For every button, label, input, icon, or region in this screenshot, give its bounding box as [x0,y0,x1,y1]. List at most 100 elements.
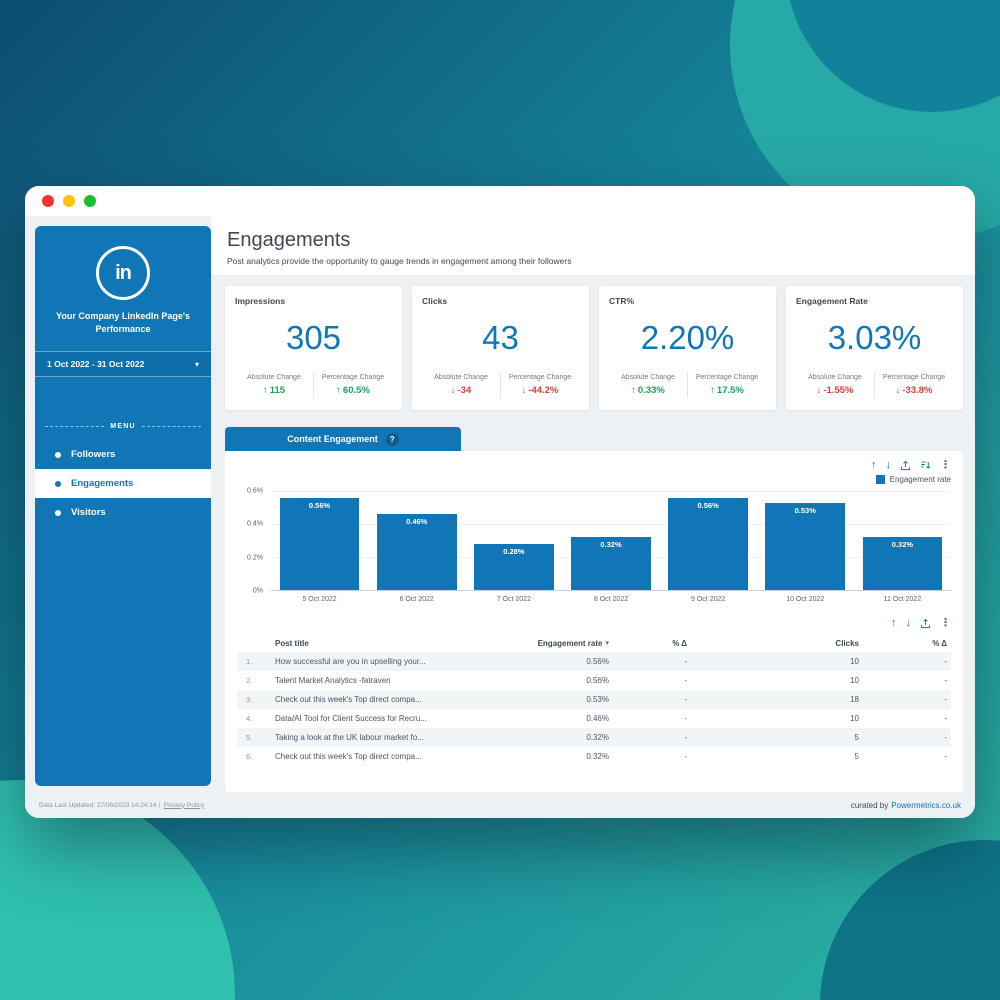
kpi-changes: Absolute Change ↑ 0.33% Percentage Change ↑ 1… [609,372,766,398]
column-header-label: % Δ [672,638,687,648]
cell-rate: 0.56% [586,676,609,685]
y-axis-tick-label: 0.4% [247,520,263,528]
sidebar-item-followers[interactable]: Followers [35,440,211,469]
sidebar-item-label: Engagements [71,478,134,490]
absolute-change: Absolute Change ↑ 0.33% [609,374,687,396]
bar-value-label: 0.56% [697,500,719,510]
legend-label: Engagement rate [889,475,951,484]
menu-section-label: MENU [110,423,136,431]
arrow-down-icon: ↓ [450,385,456,396]
bar-slot: 0.56% [271,491,368,590]
cell-rate_delta: - [684,752,687,761]
kpi-card-ctr: CTR% 2.20% Absolute Change ↑ 0.33% Percentage… [599,286,776,410]
table-row: 1. How successful are you in upselling yo… [237,652,951,671]
chart-toolbar: ↑ ↓ ⋮ [237,460,951,471]
arrow-down-icon: ↓ [521,385,527,396]
absolute-change-label: Absolute Change [247,374,301,381]
table-row: 3. Check out this week's Top direct compa… [237,690,951,709]
divider [313,372,314,398]
percentage-change: Percentage Change ↓ -44.2% [501,374,579,396]
date-range-value: 1 Oct 2022 - 31 Oct 2022 [47,359,145,370]
arrow-up-icon: ↑ [262,385,268,396]
percentage-change: Percentage Change ↑ 17.5% [688,374,766,396]
menu-section-divider: MENU [35,423,211,430]
table-export-icon[interactable] [920,618,931,629]
sidebar-item-visitors[interactable]: Visitors [35,498,211,527]
chart-kebab-menu-icon[interactable]: ⋮ [940,459,951,471]
kpi-value: 2.20% [640,319,735,356]
page-title: Engagements [227,229,351,251]
bar-slot: 0.32% [562,491,659,590]
sort-az-icon[interactable] [920,460,931,471]
column-header-label: % Δ [932,638,947,648]
maximize-window-button[interactable] [84,195,96,207]
cell-clicks_delta: - [944,657,947,666]
posts-table: Post title Engagement rate ▾ % Δ Clicks % Δ 1… [237,634,951,766]
date-range-selector[interactable]: 1 Oct 2022 - 31 Oct 2022 ▾ [35,351,211,378]
chart-move-down-icon[interactable]: ↓ [885,459,892,471]
divider [500,372,501,398]
bullet-icon [55,509,61,516]
sidebar-item-label: Followers [71,449,116,461]
table-kebab-menu-icon[interactable]: ⋮ [940,617,951,629]
bar-slot: 0.56% [660,491,757,590]
percentage-change: Percentage Change ↓ -33.8% [875,374,953,396]
close-window-button[interactable] [42,195,54,207]
cell-clicks_delta: - [944,733,947,742]
change-text: 115 [269,385,286,396]
chart-export-icon[interactable] [900,460,911,471]
sidebar-menu: Followers Engagements Visitors [35,440,211,527]
logo-container: in [35,226,211,300]
minimize-window-button[interactable] [63,195,75,207]
kpi-title: Engagement Rate [796,296,868,306]
sidebar-item-engagements[interactable]: Engagements [35,469,211,499]
kpi-changes: Absolute Change ↑ 115 Percentage Change ↑ 60.… [235,372,392,398]
cell-rate_delta: - [684,733,687,742]
bar-value-label: 0.56% [308,500,331,510]
table-row: 6. Check out this week's Top direct compa… [237,747,951,766]
legend-swatch [875,475,885,484]
x-axis-label: 10 Oct 2022 [786,596,825,603]
absolute-change: Absolute Change ↓ -34 [422,374,500,396]
cell-num: 2. [246,676,253,685]
arrow-down-icon: ↓ [895,385,901,396]
cell-clicks: 5 [854,733,859,742]
help-icon[interactable]: ? [385,432,399,446]
tab-content-engagement[interactable]: Content Engagement ? [225,427,461,451]
table-move-down-icon[interactable]: ↓ [905,617,912,629]
tab-row: Content Engagement ? [225,427,963,451]
chart-move-up-icon[interactable]: ↑ [871,459,877,471]
bullet-icon [55,451,61,458]
engagement-bar-chart: 0.6% 0.4% 0.2% 0% 0.56% 0.46% 0.28% 0.32% 0.56%… [237,488,951,603]
cell-rate: 0.46% [586,714,609,723]
window-titlebar [25,186,975,216]
cell-clicks: 10 [850,657,859,666]
powermetrics-link[interactable]: Powermetrics.co.uk [891,800,961,810]
absolute-change-label: Absolute Change [434,374,488,381]
cell-num: 5. [246,733,253,742]
cell-clicks_delta: - [944,714,947,723]
divider [687,372,688,398]
privacy-policy-link[interactable]: Privacy Policy [163,801,205,809]
bar-7-oct-2022: 0.28% [474,543,554,590]
cell-num: 4. [246,714,253,723]
plot-area: 0.56% 0.46% 0.28% 0.32% 0.56% 0.53% 0.32% 5 Oc… [271,491,951,603]
chevron-down-icon: ▾ [194,359,199,369]
arrow-up-icon: ↑ [336,385,341,396]
kpi-card-clicks: Clicks 43 Absolute Change ↓ -34 Percentage Ch… [412,286,589,410]
cell-rate_delta: - [684,657,687,666]
absolute-change: Absolute Change ↓ -1.55% [796,374,874,396]
table-move-up-icon[interactable]: ↑ [891,617,897,629]
cell-num: 3. [246,695,253,704]
column-header-rate[interactable]: Engagement rate ▾ [503,639,613,648]
kpi-card-engagement-rate: Engagement Rate 3.03% Absolute Change ↓ -1.5… [786,286,963,410]
change-text: -33.8% [902,385,933,396]
cell-num: 1. [246,657,253,666]
absolute-change-value: ↓ -1.55% [796,385,874,396]
percentage-change-label: Percentage Change [695,374,759,381]
bar-slot: 0.28% [465,491,562,590]
absolute-change-value: ↑ 0.33% [609,385,687,396]
column-header-label: Post title [275,638,309,648]
cell-clicks: 18 [850,695,859,704]
kpi-row: Impressions 305 Absolute Change ↑ 115 Percent… [225,286,963,410]
